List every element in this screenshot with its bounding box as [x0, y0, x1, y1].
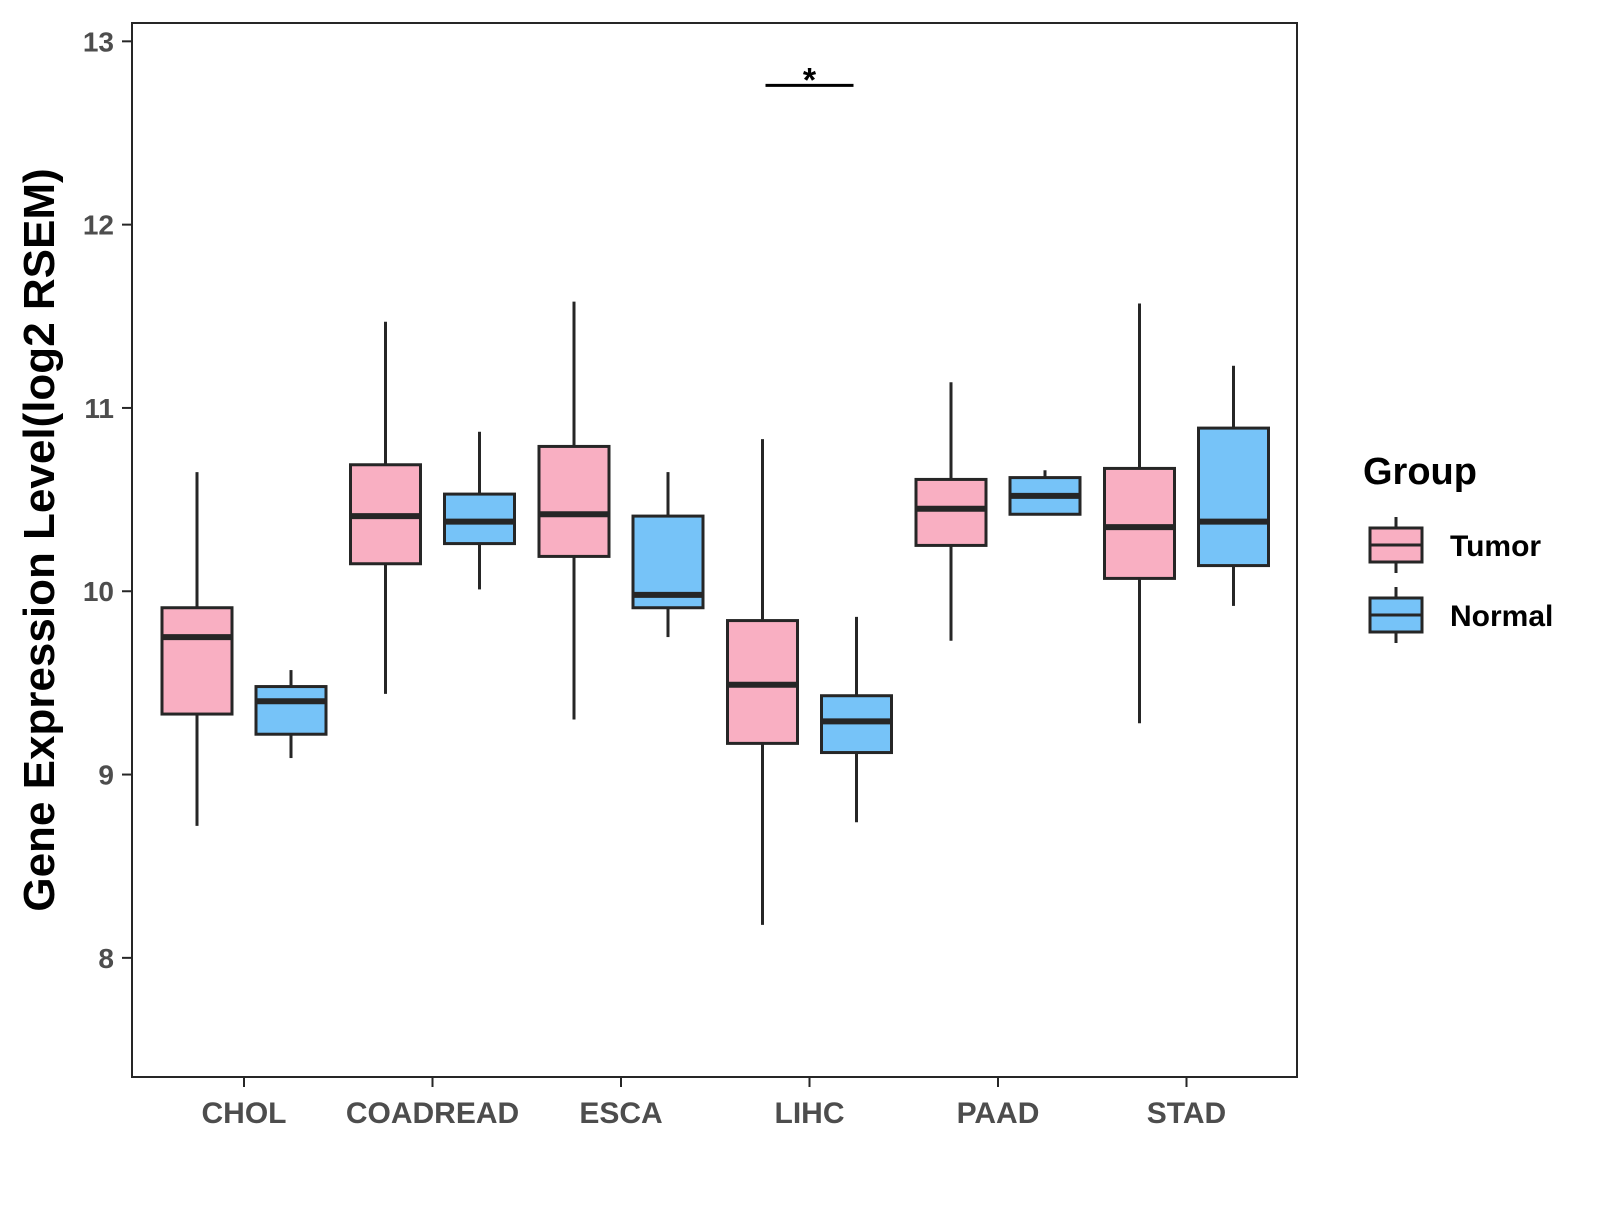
legend: Group Tumor Normal: [1363, 451, 1553, 643]
x-tick-label-paad: PAAD: [957, 1097, 1040, 1130]
box-body: [254, 685, 328, 736]
box-paad-tumor: [914, 382, 988, 641]
box-chol-tumor: [160, 472, 234, 826]
plot-panel: [131, 22, 1298, 1078]
x-tick-label-esca: ESCA: [579, 1097, 662, 1130]
box-lihc-tumor: [726, 439, 799, 925]
legend-label: Tumor: [1450, 530, 1541, 563]
box-body: [1103, 466, 1176, 580]
box-stad-tumor: [1103, 303, 1176, 724]
box-esca-tumor: [537, 301, 611, 720]
legend-title: Group: [1363, 451, 1477, 493]
box-coadread-normal: [443, 431, 516, 590]
box-esca-normal: [631, 472, 705, 638]
box-body: [537, 444, 611, 558]
legend-item-tumor: Tumor: [1368, 517, 1541, 573]
box-body: [1197, 426, 1270, 568]
box-body: [914, 477, 988, 547]
y-tick-label: 12: [83, 210, 114, 241]
y-tick-label: 8: [98, 943, 114, 974]
box-chol-normal: [254, 670, 328, 759]
box-layer: [160, 301, 1270, 925]
y-axis-title: Gene Expression Level(log2 RSEM): [15, 168, 64, 911]
significance-star: *: [803, 61, 817, 99]
x-tick-label-chol: CHOL: [202, 1097, 287, 1130]
axis-layer: 8 9 10 11 12 13 CHOL COADREAD ESCA LIHC PAAD STAD Ge…: [15, 26, 1226, 1130]
plot-panel-border: [131, 22, 1298, 1078]
box-paad-normal: [1008, 470, 1082, 516]
annotation-layer: *: [765, 61, 854, 99]
box-lihc-normal: [820, 616, 893, 823]
legend-label: Normal: [1450, 600, 1553, 633]
x-tick-label-lihc: LIHC: [775, 1097, 845, 1130]
box-stad-normal: [1197, 365, 1270, 606]
box-body: [160, 606, 234, 716]
x-tick-label-stad: STAD: [1147, 1097, 1226, 1130]
legend-item-normal: Normal: [1368, 587, 1553, 643]
y-tick-label: 11: [84, 393, 114, 424]
x-tick-label-coadread: COADREAD: [346, 1097, 519, 1130]
y-tick-label: 13: [83, 26, 114, 57]
box-coadread-tumor: [349, 321, 422, 694]
y-tick-label: 10: [83, 576, 114, 607]
y-tick-label: 9: [98, 760, 114, 791]
